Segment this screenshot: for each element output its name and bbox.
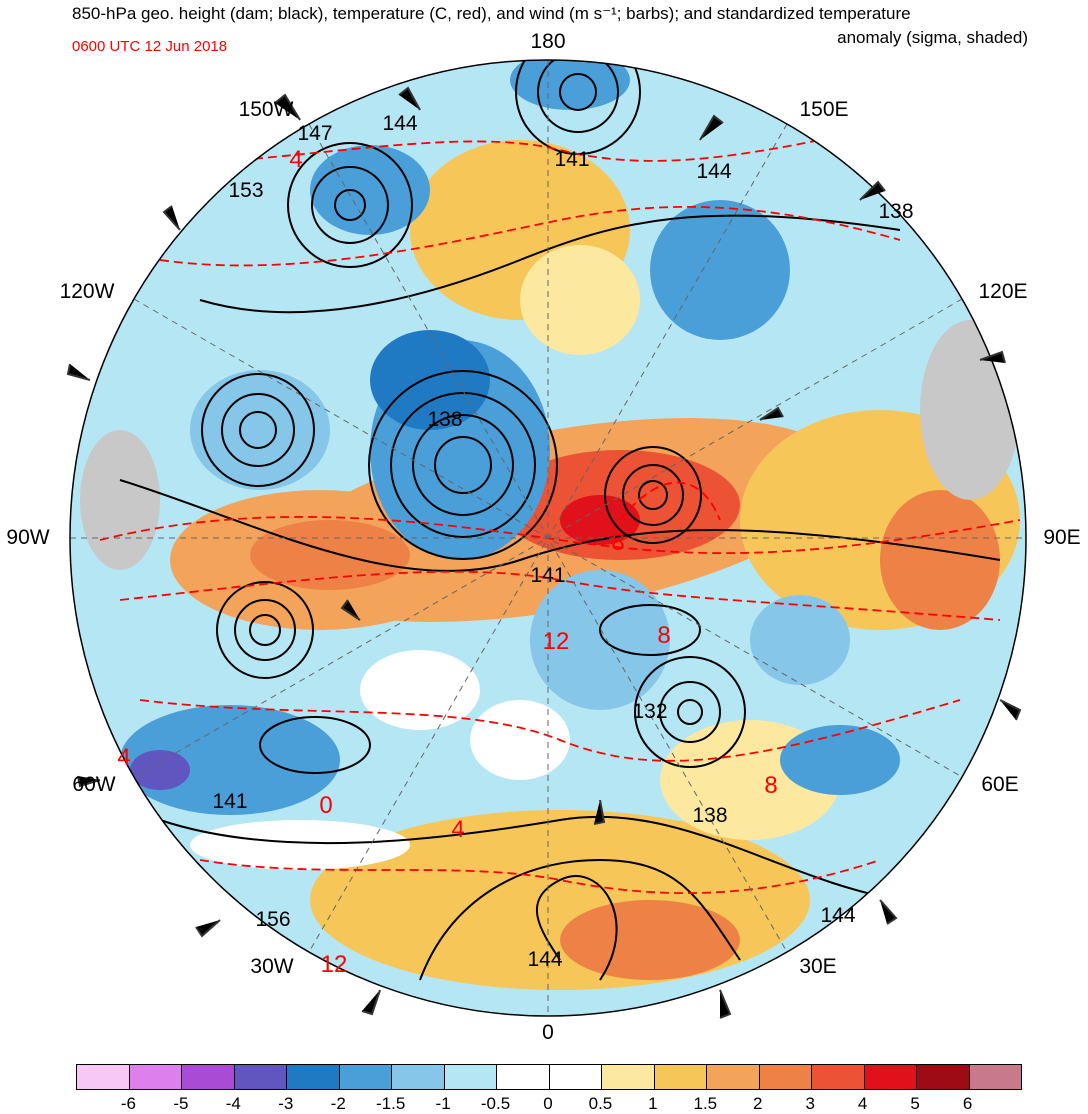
- temp-label: 8: [657, 622, 671, 649]
- colorbar-swatch: [77, 1065, 130, 1089]
- map-title-line2: anomaly (sigma, shaded): [837, 28, 1028, 47]
- lon-label-120w: 120W: [59, 280, 115, 303]
- temp-label: 12: [542, 628, 570, 655]
- height-label: 141: [212, 790, 248, 813]
- temp-label: 0: [319, 792, 333, 819]
- colorbar-tick-label: -1: [435, 1094, 451, 1113]
- temp-label: 8: [764, 772, 778, 799]
- valid-time: 0600 UTC 12 Jun 2018: [72, 38, 228, 55]
- colorbar-tick-label: -5: [173, 1094, 189, 1113]
- map-boundary: [69, 59, 1027, 1017]
- colorbar-tick-label: 3: [805, 1094, 815, 1113]
- height-label: 138: [692, 804, 728, 827]
- colorbar-swatch: [812, 1065, 865, 1089]
- temperature-contours: [99, 139, 1021, 895]
- colorbar-tick-label: -6: [120, 1094, 136, 1113]
- colorbar-swatch: [392, 1065, 445, 1089]
- lon-label-60e: 60E: [981, 773, 1019, 796]
- colorbar-tick-label: 2: [753, 1094, 763, 1113]
- height-label: 144: [696, 160, 732, 183]
- map-title: 850-hPa geo. height (dam; black), temper…: [72, 4, 911, 23]
- lon-label-0: 0: [542, 1021, 554, 1044]
- colorbar: [76, 1064, 1022, 1090]
- height-label: 147: [297, 122, 333, 145]
- colorbar-tick-label: -3: [278, 1094, 294, 1113]
- colorbar-swatch: [602, 1065, 655, 1089]
- colorbar-swatch: [864, 1065, 917, 1089]
- colorbar-tick-label: 6: [962, 1094, 973, 1113]
- temp-label: 4: [117, 744, 131, 771]
- colorbar-tick-label: 5: [910, 1094, 920, 1113]
- lon-label-120e: 120E: [978, 280, 1028, 303]
- height-label: 132: [632, 700, 668, 723]
- graticule: [70, 60, 1026, 1016]
- colorbar-tick-label: -0.5: [480, 1094, 511, 1113]
- colorbar-tick-label: 0: [543, 1094, 553, 1113]
- height-label: 144: [527, 948, 563, 971]
- temp-label: 4: [451, 816, 465, 843]
- height-contours: [119, 60, 1001, 981]
- height-label: 141: [530, 564, 566, 587]
- height-label: 138: [427, 408, 463, 431]
- height-label: 144: [820, 904, 856, 927]
- colorbar-swatch: [497, 1065, 550, 1089]
- colorbar-swatch: [129, 1065, 182, 1089]
- lon-label-60w: 60W: [72, 773, 116, 796]
- temp-label: 8: [611, 529, 625, 556]
- colorbar-tick-label: -4: [225, 1094, 241, 1113]
- lon-label-30e: 30E: [799, 955, 837, 978]
- height-label: 153: [228, 179, 264, 202]
- colorbar-swatch: [707, 1065, 760, 1089]
- lon-label-30w: 30W: [250, 955, 294, 978]
- colorbar-tick-label: 0.5: [588, 1094, 613, 1113]
- colorbar-swatch: [182, 1065, 235, 1089]
- colorbar-swatch: [287, 1065, 340, 1089]
- colorbar-tick-label: 1.5: [693, 1094, 718, 1113]
- height-label: 156: [255, 908, 291, 931]
- colorbar-swatch: [917, 1065, 970, 1089]
- height-label: 144: [382, 112, 418, 135]
- colorbar-swatch: [969, 1065, 1021, 1089]
- colorbar-tick-label: 1: [648, 1094, 658, 1113]
- lon-label-180: 180: [530, 30, 566, 53]
- height-label: 141: [554, 148, 590, 171]
- temp-label: 12: [320, 951, 348, 978]
- colorbar-swatch: [759, 1065, 812, 1089]
- lon-label-150e: 150E: [799, 98, 849, 121]
- colorbar-swatch: [339, 1065, 392, 1089]
- colorbar-swatch: [549, 1065, 602, 1089]
- colorbar-swatch: [654, 1065, 707, 1089]
- colorbar-tick-label: 4: [857, 1094, 868, 1113]
- colorbar-tick-label: -2: [330, 1094, 346, 1113]
- wind-barbs: [66, 86, 1022, 1019]
- height-label: 138: [878, 200, 914, 223]
- lon-label-150w: 150W: [238, 98, 294, 121]
- colorbar-swatch: [444, 1065, 497, 1089]
- lon-label-90w: 90W: [6, 526, 50, 549]
- temp-label: 4: [289, 146, 303, 173]
- colorbar-tick-label: -1.5: [376, 1094, 406, 1113]
- colorbar-swatch: [234, 1065, 287, 1089]
- lon-label-90e: 90E: [1043, 526, 1081, 549]
